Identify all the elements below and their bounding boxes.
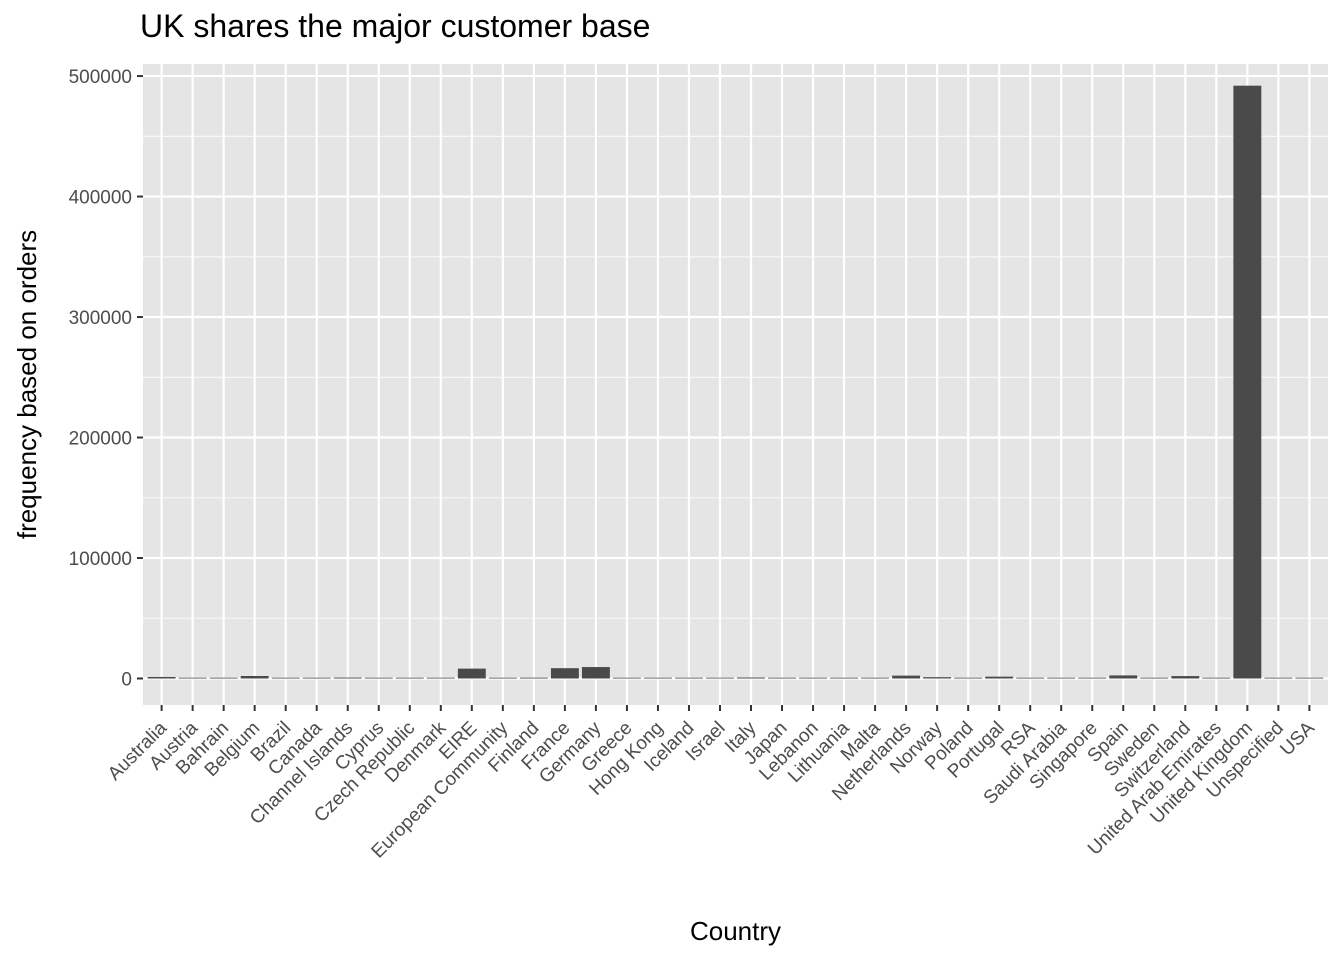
- bars: [147, 85, 1324, 679]
- bar-poland: [954, 677, 983, 679]
- major-gridlines: [143, 64, 1328, 705]
- bar-lithuania: [830, 677, 859, 679]
- y-tick-label: 300000: [69, 308, 132, 329]
- bar-brazil: [271, 677, 300, 679]
- bar-belgium: [240, 675, 269, 679]
- bar-usa: [1295, 677, 1324, 679]
- bar-italy: [737, 677, 765, 679]
- bar-czech-republic: [395, 677, 424, 679]
- bar-eire: [457, 668, 486, 679]
- chart-title: UK shares the major customer base: [140, 8, 651, 44]
- y-tick-label: 0: [121, 669, 132, 690]
- bar-sweden: [1140, 677, 1169, 679]
- bar-norway: [923, 677, 952, 679]
- bar-channel-islands: [333, 677, 362, 679]
- bar-iceland: [675, 677, 703, 679]
- bar-singapore: [1078, 677, 1107, 679]
- bar-unspecified: [1264, 677, 1293, 679]
- bar-australia: [147, 676, 176, 679]
- plot-panel: [143, 64, 1328, 705]
- bar-bahrain: [209, 677, 238, 679]
- bar-canada: [302, 677, 331, 679]
- bar-saudi-arabia: [1047, 677, 1076, 679]
- x-tick-label: USA: [1276, 717, 1319, 760]
- bar-netherlands: [892, 675, 921, 679]
- bar-united-arab-emirates: [1202, 677, 1231, 679]
- bar-germany: [581, 667, 610, 679]
- bar-france: [550, 668, 579, 679]
- bar-spain: [1109, 675, 1138, 679]
- bar-greece: [612, 677, 641, 679]
- bar-malta: [861, 677, 890, 679]
- y-tick-label: 100000: [69, 549, 132, 570]
- y-tick-label: 200000: [69, 429, 132, 450]
- y-axis: 0 100000 200000 300000 400000 500000: [69, 67, 143, 690]
- bar-switzerland: [1171, 676, 1200, 679]
- bar-israel: [706, 677, 734, 679]
- bar-denmark: [426, 677, 455, 679]
- bar-cyprus: [364, 677, 393, 679]
- bar-austria: [178, 677, 207, 679]
- bar-lebanon: [799, 677, 828, 679]
- bar-finland: [519, 677, 548, 679]
- bar-united-kingdom: [1233, 85, 1262, 679]
- y-axis-title: frequency based on orders: [12, 230, 42, 539]
- bar-european-community: [488, 677, 517, 679]
- y-tick-label: 400000: [69, 188, 132, 209]
- y-tick-label: 500000: [69, 67, 132, 88]
- bar-portugal: [985, 676, 1014, 679]
- bar-hong-kong: [643, 677, 672, 679]
- bar-rsa: [1016, 677, 1045, 679]
- minor-gridlines: [143, 135, 1328, 619]
- x-axis-title: Country: [690, 916, 781, 946]
- bar-japan: [768, 677, 796, 679]
- x-axis: AustraliaAustriaBahrainBelgiumBrazilCana…: [104, 705, 1319, 862]
